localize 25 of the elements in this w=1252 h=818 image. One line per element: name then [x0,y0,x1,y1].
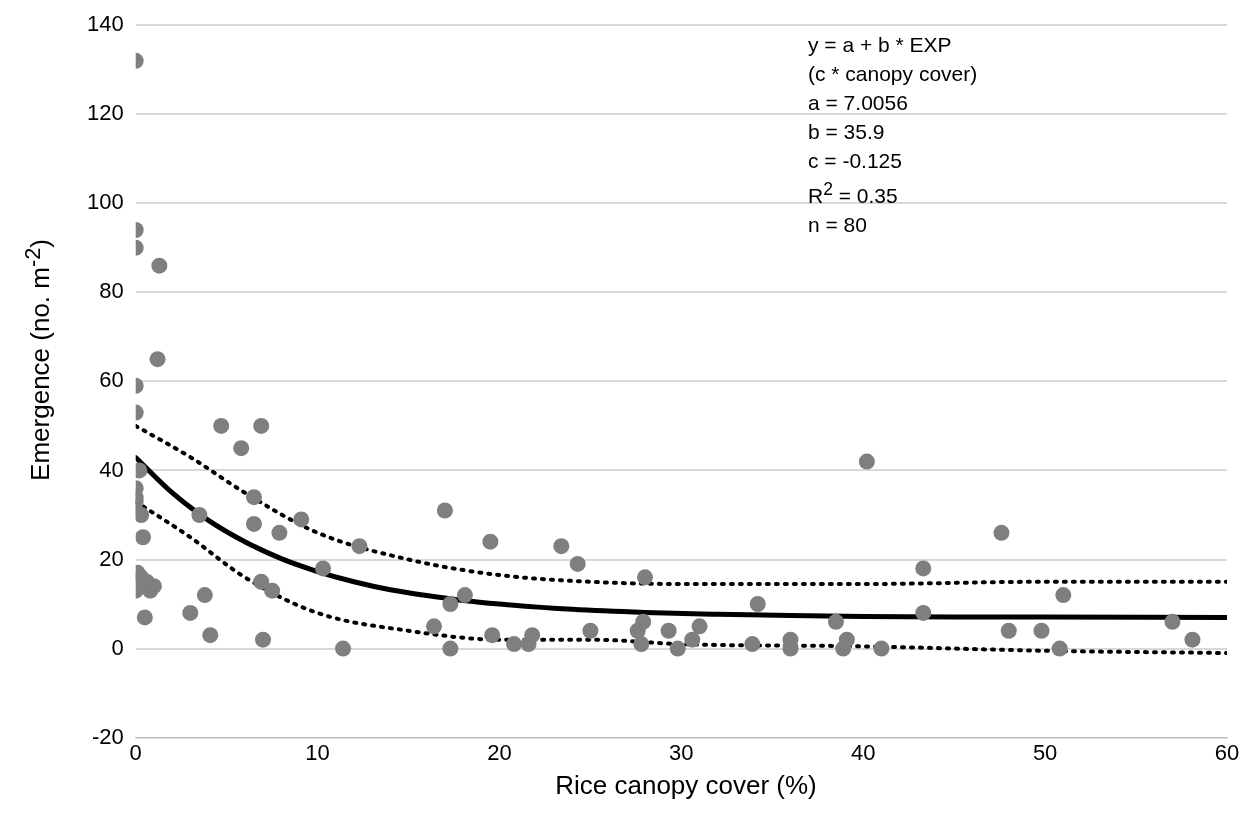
y-tick-label: -20 [91,723,124,749]
y-tick-label: 40 [99,456,124,482]
annotation: c = -0.125 [808,148,903,174]
x-axis-title: Rice canopy cover (%) [554,770,818,801]
x-tick-label: 10 [305,739,330,765]
y-tick-label: 20 [99,545,124,571]
x-tick-label: 30 [669,739,694,765]
annotation: n = 80 [808,212,868,238]
annotation: R$^{2}$ = 0.35 [808,178,899,209]
y-tick-label: 80 [99,278,124,304]
y-tick-label: 140 [86,11,124,37]
x-tick-label: 50 [1032,739,1058,765]
x-tick-label: 20 [487,739,512,765]
y-tick-label: 0 [111,634,124,660]
annotation: b = 35.9 [808,119,886,145]
line-series [135,423,1227,586]
y-tick-label: 60 [99,367,124,393]
x-tick-label: 60 [1214,739,1240,765]
annotation: a = 7.0056 [808,90,909,116]
x-tick-label: 0 [129,739,142,765]
y-tick-label: 120 [86,100,124,126]
y-tick-label: 100 [86,189,124,215]
annotation: y = a + b * EXP [808,32,953,58]
x-tick-label: 40 [850,739,876,765]
annotation: (c * canopy cover) [808,61,978,87]
